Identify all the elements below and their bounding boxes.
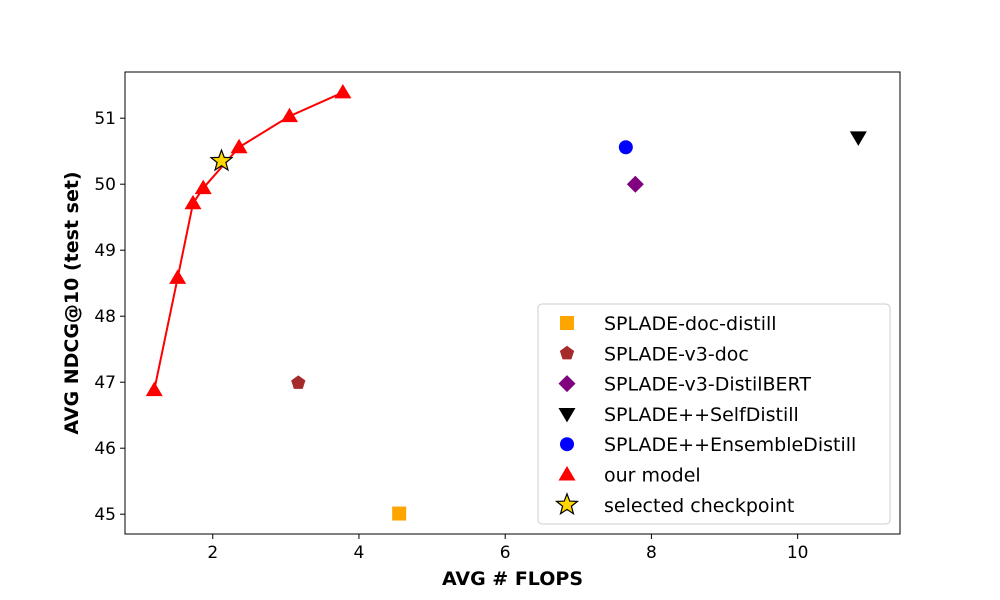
data-point-splade-selfdistill	[849, 131, 867, 146]
data-point-our-model	[281, 107, 298, 123]
legend-box	[537, 303, 891, 525]
y-tick-label: 47	[94, 373, 116, 393]
legend-marker-splade-selfdistill	[558, 407, 576, 423]
legend-label-splade-v3-doc: SPLADE-v3-doc	[604, 343, 749, 365]
x-tick-label: 6	[500, 543, 511, 563]
legend-marker-splade-doc-distill	[560, 316, 574, 330]
x-axis-label: AVG # FLOPS	[442, 568, 583, 590]
legend-label-splade-selfdistill: SPLADE++SelfDistill	[604, 404, 799, 426]
y-tick-label: 46	[94, 439, 116, 459]
data-point-splade-ensembledistill	[618, 140, 633, 155]
legend-label-splade-doc-distill: SPLADE-doc-distill	[604, 313, 777, 335]
legend-marker-selected-checkpoint	[554, 492, 580, 516]
y-axis-label: AVG NDCG@10 (test set)	[61, 171, 83, 434]
legend: SPLADE-doc-distill SPLADE-v3-doc SPLADE-v3…	[537, 303, 891, 525]
plot-frame	[124, 71, 901, 535]
series-line-our-model	[153, 91, 344, 391]
legend-label-our-model: our model	[604, 465, 701, 487]
legend-marker-our-model	[558, 466, 576, 481]
series-lines	[153, 91, 344, 391]
y-tick-label: 51	[94, 109, 116, 129]
data-point-selected-checkpoint	[209, 148, 234, 172]
data-point-our-model	[230, 138, 248, 154]
data-point-our-model	[169, 269, 187, 284]
legend-marker-splade-v3-doc	[559, 345, 575, 360]
data-point-splade-v3-distilbert	[626, 175, 644, 193]
x-tick-label: 4	[354, 543, 365, 563]
data-point-our-model	[334, 83, 352, 99]
x-tick-label: 2	[207, 543, 218, 563]
data-point-our-model	[184, 194, 202, 210]
legend-label-splade-ensembledistill: SPLADE++EnsembleDistill	[604, 434, 856, 456]
y-tick-label: 48	[94, 307, 116, 327]
legend-label-splade-v3-distilbert: SPLADE-v3-DistilBERT	[604, 374, 811, 396]
legend-label-selected-checkpoint: selected checkpoint	[604, 495, 794, 517]
data-point-splade-doc-distill	[392, 506, 407, 521]
y-tick-label: 45	[94, 505, 116, 525]
x-tick-label: 8	[646, 543, 657, 563]
data-points	[145, 83, 867, 521]
data-point-our-model	[145, 381, 163, 397]
legend-marker-splade-v3-distilbert	[558, 375, 576, 393]
y-tick-label: 50	[94, 175, 116, 195]
y-tick-label: 49	[94, 241, 116, 261]
data-point-splade-v3-doc	[291, 375, 306, 389]
legend-marker-splade-ensembledistill	[560, 437, 574, 452]
x-tick-label: 10	[787, 543, 809, 563]
data-point-our-model	[194, 179, 212, 195]
